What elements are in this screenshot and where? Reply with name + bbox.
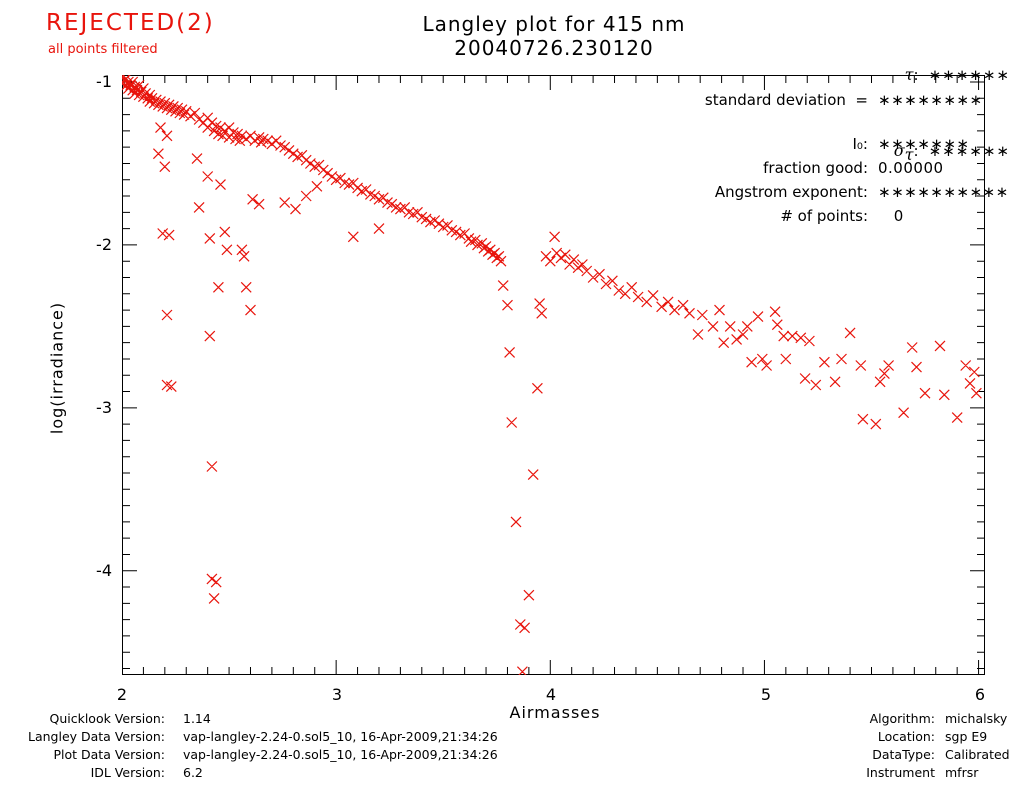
sigma-colon: : (913, 142, 919, 160)
plot-title: Langley plot for 415 nm (422, 12, 686, 36)
meta-value-instrument: mfrsr (945, 765, 979, 780)
rejected-banner: REJECTED(2) (46, 10, 215, 36)
y-tick-label-minus1: -1 (96, 72, 112, 91)
x-tick-label-4: 4 (545, 685, 557, 704)
tau-label: τ (904, 65, 914, 84)
langley-scatter-plot (122, 75, 985, 675)
meta-label-langley-data-version: Langley Data Version: (27, 729, 165, 744)
meta-label-location: Location: (877, 729, 935, 744)
meta-value-algorithm: michalsky (945, 711, 1008, 726)
y-tick-label-minus4: -4 (96, 561, 112, 580)
x-tick-label-3: 3 (331, 685, 343, 704)
stat-label-angstrom-exponent: Angstrom exponent: (714, 183, 868, 201)
stat-label-standard-deviation: standard deviation = (704, 91, 868, 109)
scatter-points (122, 75, 982, 675)
plot-date-title: 20040726.230120 (454, 36, 654, 60)
x-tick-label-6: 6 (974, 685, 986, 704)
stat-value-i0: ∗∗∗∗∗∗∗ (878, 135, 970, 153)
meta-value-quicklook-version: 1.14 (183, 711, 211, 726)
meta-value-location: sgp E9 (945, 729, 988, 744)
meta-label-algorithm: Algorithm: (869, 711, 935, 726)
instrument-info-block: Algorithm: michalsky Location: sgp E9 Da… (866, 710, 1010, 782)
sigma-label: σ (893, 141, 905, 160)
stat-label-i0: I₀: (852, 135, 869, 153)
stat-label-num-points: # of points: (780, 207, 868, 225)
meta-label-instrument: Instrument (866, 765, 935, 780)
y-tick-label-minus3: -3 (96, 398, 112, 417)
fit-statistics-block: standard deviation = ∗∗∗∗∗∗∗∗ I₀: ∗∗∗∗∗∗… (704, 88, 1009, 228)
y-tick-label-minus2: -2 (96, 235, 112, 254)
x-tick-label-2: 2 (116, 685, 128, 704)
meta-value-datatype: Calibrated (945, 747, 1010, 762)
meta-label-datatype: DataType: (872, 747, 935, 762)
meta-label-quicklook-version: Quicklook Version: (49, 711, 165, 726)
meta-value-plot-data-version: vap-langley-2.24-0.sol5_10, 16-Apr-2009,… (183, 747, 498, 762)
stat-value-angstrom-exponent: ∗∗∗∗∗∗∗∗∗∗ (878, 183, 1009, 201)
sigma-subscript: τ (904, 145, 914, 164)
meta-value-idl-version: 6.2 (183, 765, 203, 780)
version-info-block: Quicklook Version: 1.14 Langley Data Ver… (4, 710, 498, 782)
y-axis-label: log(irradiance) (47, 301, 67, 435)
meta-label-idl-version: IDL Version: (90, 765, 165, 780)
x-axis-label: Airmasses (509, 703, 601, 722)
sigma-value: ∗∗∗∗∗∗ (928, 142, 1010, 160)
stat-label-fraction-good: fraction good: (763, 159, 868, 177)
stat-value-standard-deviation: ∗∗∗∗∗∗∗∗ (878, 91, 983, 109)
sigma-row: στ: ∗∗∗∗∗∗ (894, 138, 1010, 167)
x-tick-label-5: 5 (760, 685, 772, 704)
stat-value-num-points: 0 (878, 207, 904, 225)
meta-value-langley-data-version: vap-langley-2.24-0.sol5_10, 16-Apr-2009,… (183, 729, 498, 744)
stat-value-fraction-good: 0.00000 (878, 159, 944, 177)
meta-label-plot-data-version: Plot Data Version: (53, 747, 165, 762)
rejected-subtitle: all points filtered (48, 42, 158, 57)
